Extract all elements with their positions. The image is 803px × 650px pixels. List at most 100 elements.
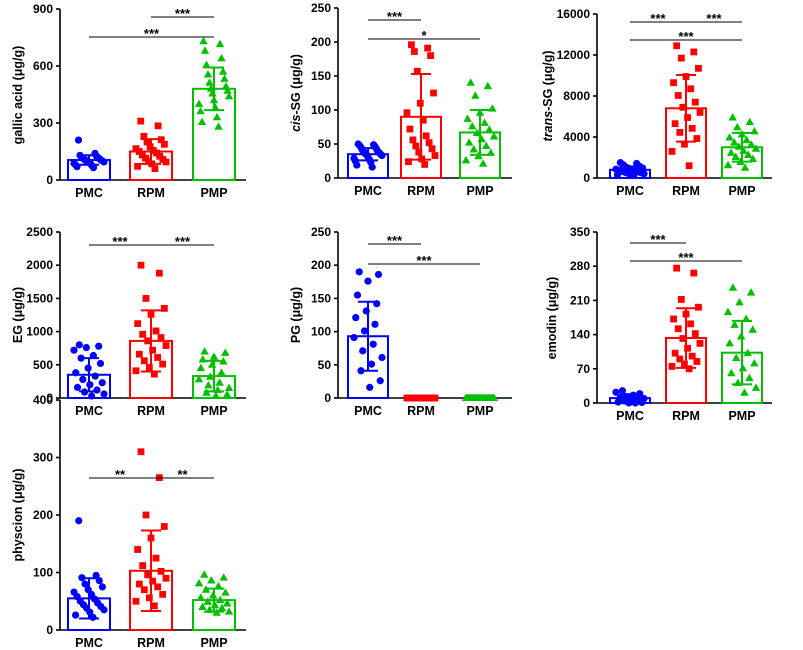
data-point-pmp (203, 597, 213, 605)
significance-label: *** (175, 6, 191, 21)
data-point-pmp (728, 283, 738, 291)
y-tick-label: 4000 (563, 130, 590, 144)
data-point-rpm (427, 52, 434, 59)
error-bar-rpm (141, 309, 161, 373)
data-point-pmp (221, 588, 230, 596)
data-point-rpm (696, 109, 704, 116)
data-point-rpm (140, 586, 148, 594)
data-point-pmp (212, 112, 222, 121)
data-point-pmp (196, 593, 205, 601)
data-point-rpm (674, 325, 682, 333)
data-point-pmc (82, 343, 90, 352)
y-axis-label-part: emodin (μg/g) (545, 277, 559, 360)
data-point-rpm (159, 590, 167, 598)
data-point-rpm (149, 346, 157, 354)
significance-bracket: *** (630, 29, 742, 44)
data-point-pmp (731, 152, 740, 160)
data-point-pmp (730, 138, 739, 146)
y-tick-label: 250 (311, 1, 331, 15)
data-point-pmp (489, 393, 499, 401)
data-point-pmc (353, 291, 362, 299)
data-point-pmp (750, 126, 759, 135)
data-point-rpm (134, 162, 141, 170)
significance-bracket: *** (630, 250, 742, 265)
data-point-pmc (368, 163, 376, 171)
data-point-pmc (352, 314, 360, 322)
data-point-pmc (360, 327, 369, 335)
data-point-rpm (162, 574, 170, 582)
data-point-pmp (463, 393, 472, 401)
data-point-pmp (723, 307, 733, 316)
y-axis-label-part: PG (μg/g) (289, 287, 303, 343)
data-point-pmp (723, 160, 733, 169)
data-point-rpm (673, 42, 681, 50)
data-point-rpm (162, 342, 170, 349)
y-tick-label: 210 (570, 293, 590, 307)
data-point-pmp (485, 125, 494, 133)
data-point-pmc (89, 164, 98, 172)
y-axis-label-part: -SG (μg/g) (541, 51, 555, 111)
data-point-pmp (464, 138, 474, 146)
category-label-pmc: PMC (354, 404, 382, 418)
y-tick-label: 150 (311, 69, 331, 83)
data-point-pmp (725, 133, 734, 141)
category-label-rpm: RPM (672, 184, 700, 198)
data-point-pmp (740, 163, 750, 171)
category-label-pmp: PMP (728, 184, 755, 198)
data-point-pmp (472, 128, 482, 137)
y-tick-label: 1000 (26, 325, 53, 339)
y-tick-label: 0 (583, 396, 590, 410)
data-point-rpm (421, 394, 429, 402)
data-point-rpm (406, 125, 414, 133)
data-point-pmp (206, 372, 215, 380)
data-point-rpm (409, 136, 417, 144)
data-point-pmp (215, 39, 225, 48)
y-tick-label: 0 (583, 171, 590, 185)
data-point-pmp (748, 325, 757, 333)
data-point-pmp (471, 91, 480, 99)
significance-bracket: *** (686, 11, 742, 26)
y-axis-label-part: -SG (μg/g) (289, 54, 303, 114)
data-point-rpm (150, 370, 158, 378)
data-point-pmp (726, 148, 736, 156)
data-point-pmp (746, 288, 756, 296)
data-point-pmp (750, 359, 759, 367)
data-point-pmc (378, 353, 386, 362)
y-tick-label: 200 (33, 508, 53, 522)
y-axis-label: emodin (μg/g) (545, 277, 559, 360)
group-pmp: PMP (192, 570, 236, 650)
data-point-pmp (222, 390, 232, 398)
group-rpm: RPM (665, 264, 707, 423)
data-point-rpm (688, 124, 696, 132)
group-pmc: PMC (347, 140, 389, 198)
data-point-pmp (743, 348, 752, 357)
data-point-pmp (730, 320, 739, 328)
category-label-pmc: PMC (616, 184, 644, 198)
data-point-rpm (676, 128, 684, 136)
data-point-rpm (149, 577, 157, 585)
data-point-rpm (419, 116, 427, 124)
y-tick-label: 250 (311, 225, 331, 239)
data-point-pmc (70, 346, 78, 354)
group-pmp: PMP (721, 283, 763, 423)
significance-bracket: *** (630, 11, 686, 26)
data-point-pmp (488, 104, 497, 112)
category-label-pmp: PMP (466, 184, 493, 198)
data-point-rpm (695, 303, 702, 311)
data-point-pmp (202, 60, 211, 69)
data-point-rpm (142, 295, 150, 302)
y-tick-label: 280 (570, 259, 590, 273)
data-point-pmp (479, 393, 488, 401)
axes: 0 4000 8000 12000 16000 (557, 7, 772, 185)
data-point-rpm (160, 523, 168, 530)
data-point-pmp (200, 347, 209, 355)
y-tick-label: 8000 (563, 89, 590, 103)
data-point-pmp (482, 141, 491, 150)
data-point-pmc (369, 340, 377, 348)
data-point-pmp (224, 607, 234, 615)
y-tick-label: 150 (311, 291, 331, 305)
category-label-pmc: PMC (354, 184, 382, 198)
error-bar-pmc (358, 300, 378, 372)
data-point-pmp (203, 70, 213, 78)
y-tick-label: 200 (311, 258, 331, 272)
